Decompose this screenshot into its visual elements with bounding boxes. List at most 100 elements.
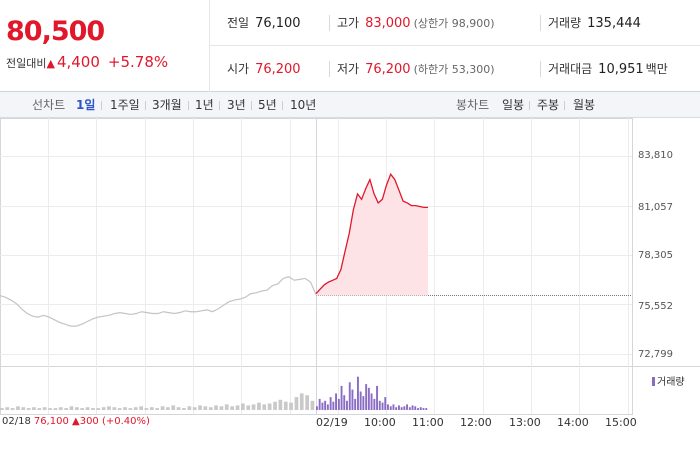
prev-day-volume-bar [85,407,90,410]
divider [540,15,541,31]
today-volume-bar [400,407,403,410]
volume-swatch [652,377,655,386]
prev-day-volume-bar [257,402,261,410]
prev-day-volume-bar [32,407,36,410]
prev-day-volume-bar [123,407,127,410]
prev-day-volume-bar [192,407,197,410]
x-tick-label: 12:00 [460,416,492,429]
prev-day-volume-bar [64,408,68,410]
quote-info-panel: 80,500 전일대비▲ 4,400 +5.78% 전일 76,100 고가 83,00… [0,0,700,92]
prev-day-volume-bar [219,406,224,410]
prev-day-volume-bar [214,405,218,410]
volume-legend-label: 거래량 [657,377,685,388]
x-tick-label: 11:00 [412,416,444,429]
today-volume-bar [395,407,398,410]
stat-unit: 백만 [645,62,668,76]
prev-day-volume-bar [144,408,149,410]
today-volume-bar [365,384,368,410]
stat-turnover: 거래대금 10,951 백만 [548,46,668,92]
x-tick-label: 15:00 [605,416,637,429]
period-10y[interactable]: 10년 [290,98,317,112]
today-volume-bar [348,382,351,411]
prev-day-volume-bar [251,404,256,410]
prev-day-volume-bar [187,406,192,410]
stat-low: 저가 76,200 (하한가 53,300) [337,46,495,92]
prev-day-volume-bar [0,408,4,410]
today-volume-bar [392,404,395,410]
stat-label: 저가 [337,62,360,76]
prev-day-volume-bar [112,407,117,410]
price-chart[interactable]: 83,810 81,057 78,305 75,552 72,799 거래량 0… [0,118,700,450]
today-volume-bar [422,408,425,410]
prev-day-volume-bar [246,405,251,410]
prev-day-date: 02/18 [2,416,31,427]
period-1w[interactable]: 1주일 [110,98,140,112]
prev-day-volume-bar [305,395,309,410]
today-volume-bar [398,405,400,410]
stat-label: 거래대금 [548,62,593,76]
today-volume-bar [324,400,327,411]
today-volume-bar [411,405,414,410]
prev-day-volume-bar [107,406,111,410]
period-5y[interactable]: 5년 [258,98,277,112]
prev-day-volume-bar [58,407,63,410]
today-volume-bar [384,397,387,410]
today-volume-bar [403,406,406,410]
today-volume-bar [406,404,408,410]
stat-value: 76,200 [255,62,301,77]
y-tick-label: 75,552 [638,301,673,312]
today-volume-bar [367,387,370,410]
stat-label: 시가 [227,62,250,76]
prev-day-volume-bar [289,402,293,410]
prev-day-volume-bar [299,393,304,411]
period-3m[interactable]: 3개월 [152,98,182,112]
prev-day-volume-bar [101,407,106,410]
prev-day-volume-bar [42,407,47,410]
period-toolbar: 선차트 1일 1주일 3개월 1년 3년 5년 10년 봉차트 일봉 주봉 월봉 [0,92,700,118]
today-volume-bar [362,396,365,410]
y-tick-label: 72,799 [638,349,673,360]
candle-monthly[interactable]: 월봉 [573,98,596,112]
today-volume-bar [337,398,340,410]
today-volume-bar [343,395,346,410]
today-area [316,174,428,296]
prev-day-volume-bar [198,405,202,410]
stats-row-1: 전일 76,100 고가 83,000 (상한가 98,900) 거래량 135,444 [210,0,700,46]
today-volume-bar [370,393,373,411]
candle-weekly[interactable]: 주봉 [537,98,560,112]
prev-day-volume-bar [262,404,267,410]
divider [282,101,283,110]
prev-day-volume-bar [294,397,299,410]
prev-day-close: 76,100 [33,416,69,427]
stat-sub: (하한가 53,300) [413,63,495,76]
prev-day-volume-bar [230,406,234,410]
prev-day-volume-bar [235,405,240,410]
today-volume-bar [387,404,389,410]
change-percent: +5.78% [107,53,169,71]
change-line: 전일대비▲ 4,400 +5.78% [6,53,168,71]
stat-open: 시가 76,200 [227,46,301,92]
period-1y[interactable]: 1년 [195,98,214,112]
candle-daily[interactable]: 일봉 [502,98,525,112]
prev-day-volume-bar [128,408,133,410]
stat-volume: 거래량 135,444 [548,0,641,46]
prev-day-volume-bar [283,401,288,410]
prev-day-volume-bar [133,407,138,410]
divider [529,101,530,110]
divider [219,101,220,110]
today-volume-bar [340,385,343,410]
prev-day-volume-bar [16,406,20,410]
line-chart-label: 선차트 [32,98,66,112]
stat-label: 거래량 [548,16,582,30]
x-tick-label: 02/19 [316,416,348,429]
prev-day-volume-bar [26,408,31,410]
stat-high: 고가 83,000 (상한가 98,900) [337,0,495,46]
period-1d[interactable]: 1일 [76,98,96,112]
quote-stats: 전일 76,100 고가 83,000 (상한가 98,900) 거래량 135,444… [210,0,700,92]
stats-row-2: 시가 76,200 저가 76,200 (하한가 53,300) 거래대금 10,951… [210,46,700,92]
today-volume-bar [381,402,384,410]
stat-value: 76,100 [255,16,301,31]
prev-day-volume-bar [273,401,277,410]
prev-day-volume-bar [160,406,165,410]
period-3y[interactable]: 3년 [227,98,246,112]
